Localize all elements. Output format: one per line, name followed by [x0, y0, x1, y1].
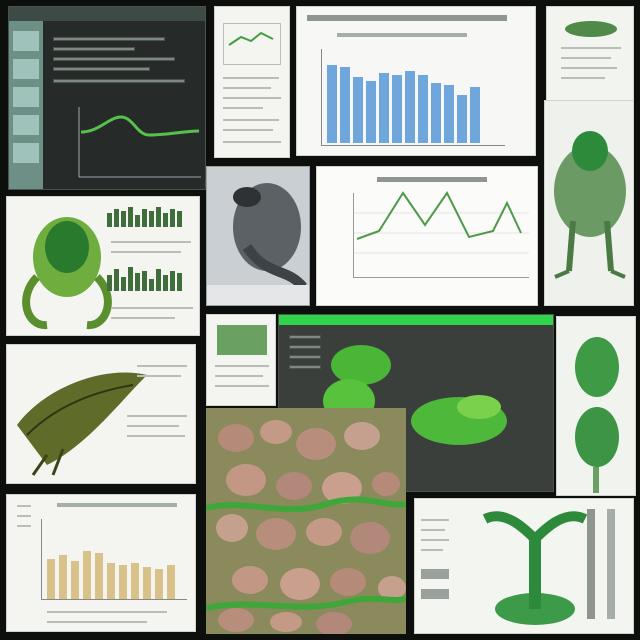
- green-line-series: [354, 191, 529, 254]
- small-doc-chart-tile: [214, 6, 290, 158]
- histogram-bottom: [107, 267, 182, 291]
- green-pods-tile: [556, 316, 636, 496]
- blue-bars: [327, 57, 480, 143]
- reptile-scales: [17, 372, 147, 476]
- doc-small-green-tile: [206, 314, 276, 406]
- green-beast-tile: [544, 100, 634, 306]
- accent-bar: [279, 315, 553, 325]
- green-mantis: [482, 509, 615, 625]
- histogram-top: [107, 207, 182, 227]
- green-pods: [575, 337, 619, 493]
- grey-sculpture-tile: [206, 166, 310, 306]
- green-beast: [554, 131, 626, 279]
- green-creature-front: [22, 217, 112, 329]
- monitor-green-line: [78, 107, 201, 178]
- gold-bars: [47, 525, 175, 599]
- grey-sculpture: [207, 183, 309, 305]
- gold-bar-chart-tile: [6, 494, 196, 632]
- pebble-texture: [206, 420, 406, 634]
- blue-bar-chart-tile: [296, 6, 536, 156]
- leaf-creature-tile: [6, 344, 196, 484]
- pebbles-tile: [206, 408, 406, 634]
- green-mantis-tile: [414, 498, 634, 634]
- small-doc-line: [228, 31, 274, 46]
- monitor-chart-tile: [8, 6, 206, 190]
- green-creature-bars-tile: [6, 196, 200, 336]
- green-line-chart-tile: [316, 166, 538, 306]
